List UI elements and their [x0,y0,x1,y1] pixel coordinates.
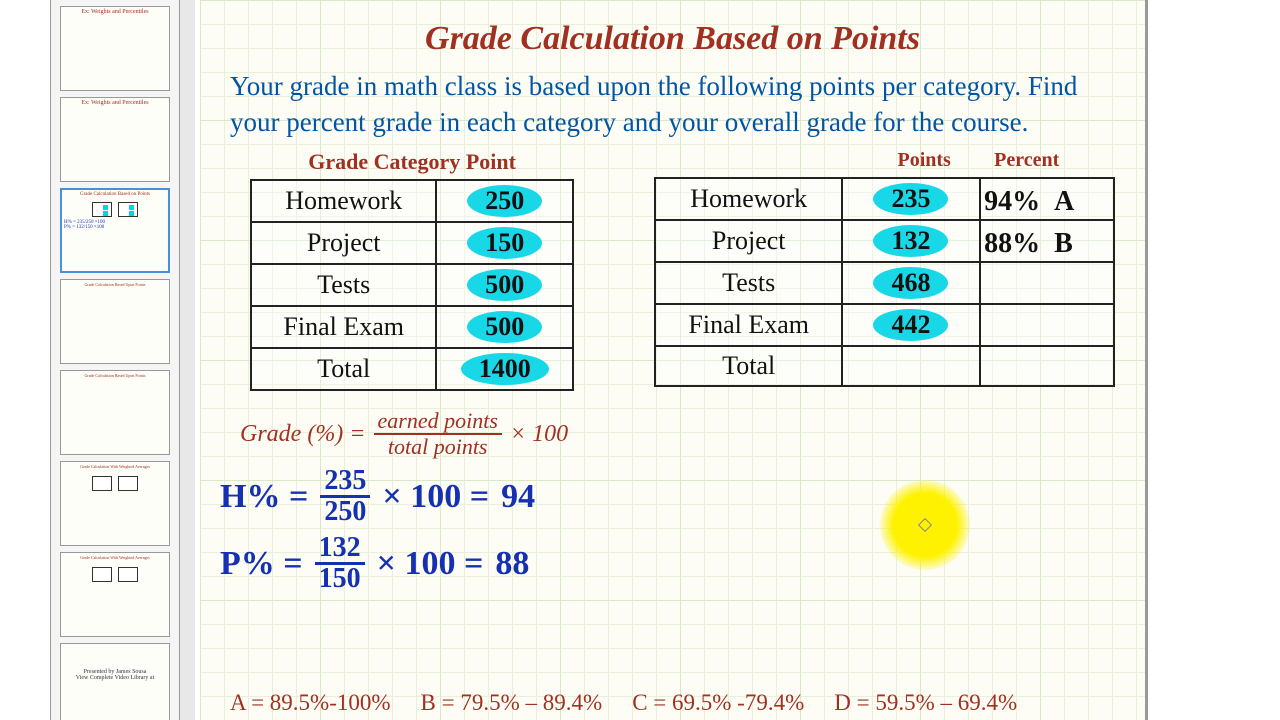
grade-scale: A = 89.5%-100% B = 79.5% – 89.4% C = 69.… [230,690,1017,716]
letter-grade: B [1054,228,1073,260]
grade-formula: Grade (%) = earned points total points ×… [240,409,1115,459]
formula-numerator: earned points [374,409,502,435]
category-points-table-block: Grade Category Point Homework250 Project… [250,149,574,391]
table-row: Tests468 [655,262,1114,304]
table-row: Project150 [251,222,573,264]
scale-d: D = 59.5% – 69.4% [834,690,1017,716]
percent-value: 94% [984,186,1040,218]
slide-thumb-current[interactable]: Grade Calculation Based on Points H% = 2… [60,188,170,273]
slide-thumb[interactable]: Ex: Weights and Percentiles [60,6,170,91]
table-row: Final Exam442 [655,304,1114,346]
slide-thumb[interactable]: Grade Calculation With Weighted Averages [60,461,170,546]
category-points-table: Homework250 Project150 Tests500 Final Ex… [250,179,574,391]
scale-b: B = 79.5% – 89.4% [421,690,603,716]
scale-c: C = 69.5% -79.4% [632,690,804,716]
letter-grade: A [1054,186,1074,218]
percent-column-header: Percent [994,149,1059,172]
percent-value: 88% [984,228,1040,260]
homework-calc: H% = 235250 × 100 = 94 [220,467,1115,526]
right-edge-divider [1145,0,1148,720]
table-row: Final Exam500 [251,306,573,348]
earned-points-table-block: Points Percent Homework235 Project132 Te… [654,177,1115,391]
formula-lhs: Grade (%) = [240,421,366,448]
scrollbar-track[interactable] [180,0,195,720]
slide-prompt: Your grade in math class is based upon t… [230,68,1115,141]
cursor-highlight-icon [880,480,970,570]
slide-thumb[interactable]: Presented by James Sousa View Complete V… [60,643,170,720]
handwritten-percent-column: 94% A 88% B [984,181,1074,265]
slide-canvas: Grade Calculation Based on Points Your g… [200,0,1145,720]
slide-thumbnail-panel[interactable]: Ex: Weights and Percentiles Ex: Weights … [50,0,180,720]
table-row: Total [655,346,1114,386]
formula-denominator: total points [384,435,492,459]
slide-thumb[interactable]: Grade Calculation Based Upon Points [60,370,170,455]
points-column-header: Points [864,149,984,172]
table-row: Tests500 [251,264,573,306]
thumb-footer-text: View Complete Video Library at [63,675,167,681]
table-header-left: Grade Category Point [250,149,574,175]
slide-thumb[interactable]: Grade Calculation With Weighted Averages [60,552,170,637]
slide-thumb[interactable]: Grade Calculation Based Upon Points [60,279,170,364]
table-row: Homework250 [251,180,573,222]
scale-a: A = 89.5%-100% [230,690,391,716]
formula-tail: × 100 [510,421,568,448]
table-row: Total1400 [251,348,573,390]
slide-thumb[interactable]: Ex: Weights and Percentiles [60,97,170,182]
project-calc: P% = 132150 × 100 = 88 [220,534,1115,593]
slide-title: Grade Calculation Based on Points [230,20,1115,58]
